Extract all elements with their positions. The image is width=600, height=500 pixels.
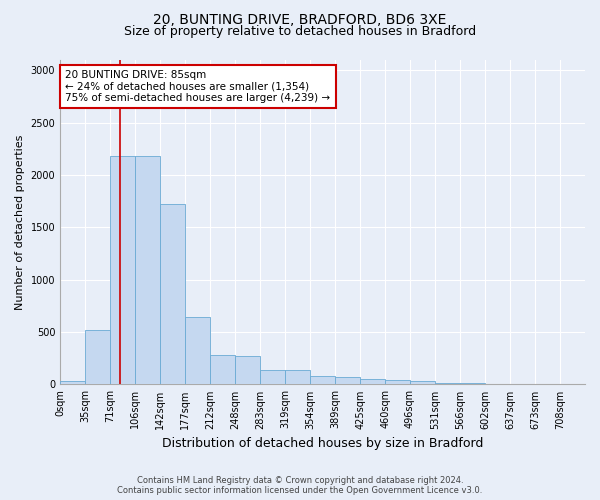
Bar: [360, 379, 385, 384]
Bar: [185, 318, 210, 384]
Text: 20 BUNTING DRIVE: 85sqm
← 24% of detached houses are smaller (1,354)
75% of semi: 20 BUNTING DRIVE: 85sqm ← 24% of detache…: [65, 70, 331, 103]
Bar: [310, 376, 335, 384]
Bar: [235, 356, 260, 384]
X-axis label: Distribution of detached houses by size in Bradford: Distribution of detached houses by size …: [162, 437, 483, 450]
Bar: [110, 156, 135, 384]
Text: Size of property relative to detached houses in Bradford: Size of property relative to detached ho…: [124, 25, 476, 38]
Bar: [60, 382, 85, 384]
Bar: [385, 380, 410, 384]
Text: Contains HM Land Registry data © Crown copyright and database right 2024.
Contai: Contains HM Land Registry data © Crown c…: [118, 476, 482, 495]
Bar: [85, 330, 110, 384]
Bar: [135, 156, 160, 384]
Bar: [160, 204, 185, 384]
Bar: [210, 355, 235, 384]
Text: 20, BUNTING DRIVE, BRADFORD, BD6 3XE: 20, BUNTING DRIVE, BRADFORD, BD6 3XE: [154, 12, 446, 26]
Bar: [260, 370, 285, 384]
Bar: [335, 376, 360, 384]
Bar: [410, 382, 435, 384]
Bar: [435, 383, 460, 384]
Bar: [285, 370, 310, 384]
Y-axis label: Number of detached properties: Number of detached properties: [15, 134, 25, 310]
